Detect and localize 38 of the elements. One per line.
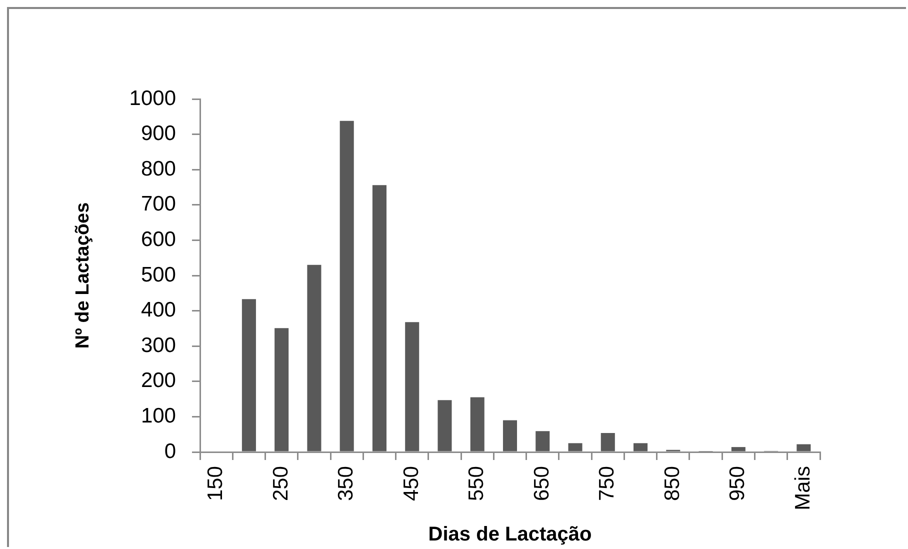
bar [536,431,550,452]
y-tick-label: 200 [140,369,176,392]
x-tick-label: 850 [660,466,684,502]
y-axis-title: Nº de Lactações [72,202,94,349]
y-tick-label: 0 [164,440,176,463]
bar [372,185,386,452]
bar [502,420,518,452]
x-tick-label: Mais [791,466,814,510]
x-tick-label: 150 [204,466,228,502]
bar [731,447,746,452]
x-tick-label: 950 [726,466,750,502]
bar [600,432,615,452]
y-tick-label: 500 [140,263,176,286]
x-tick-label: 450 [400,466,423,502]
bar [568,443,582,452]
y-tick-label: 300 [140,334,176,357]
x-tick-label: 650 [530,466,554,502]
x-tick-label: 350 [334,466,358,502]
y-tick-label: 700 [140,192,176,216]
x-tick-label: 550 [465,466,488,502]
y-tick-label: 800 [140,157,176,180]
bar [307,264,322,452]
x-tick-label: 750 [596,466,619,502]
bar [242,299,256,452]
x-tick-label: 250 [269,466,292,502]
bar [470,397,484,452]
bar [340,120,354,452]
bar [634,443,648,452]
y-tick-label: 600 [140,228,176,251]
x-axis-title: Dias de Lactação [428,524,592,546]
y-tick-label: 400 [140,298,176,322]
y-tick-label: 100 [140,404,176,428]
bar [796,444,811,452]
bar [438,400,452,452]
y-tick-label: 900 [140,122,176,146]
bar [405,322,420,452]
bar [274,328,289,452]
y-tick-label: 1000 [129,86,176,110]
